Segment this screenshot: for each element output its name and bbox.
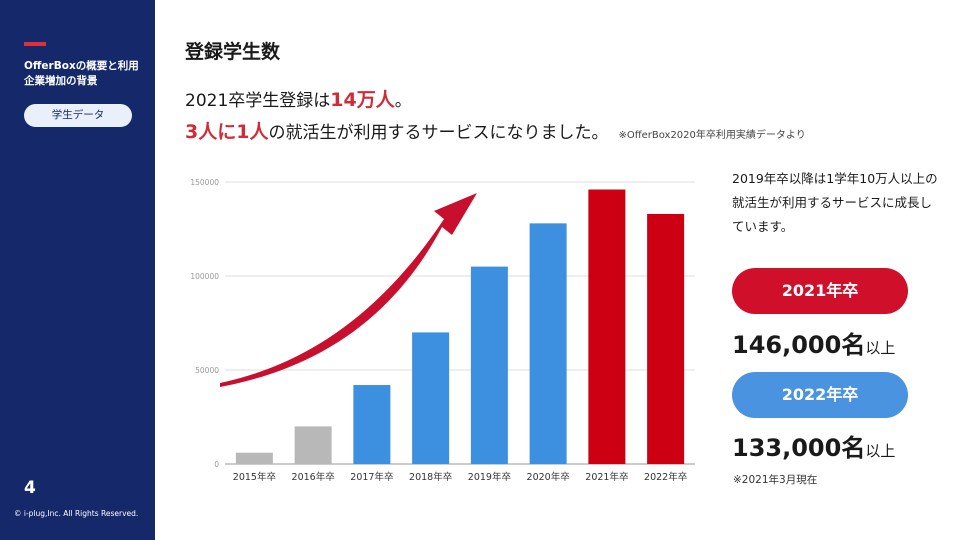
headline2-highlight: 3人に1人 (185, 121, 269, 143)
x-tick-label: 2019年卒 (468, 471, 511, 483)
x-tick-label: 2020年卒 (527, 471, 570, 483)
badge-2021: 2021年卒 (732, 268, 908, 314)
copyright: © i-plug,Inc. All Rights Reserved. (14, 509, 139, 518)
growth-description: 2019年卒以降は1学年10万人以上の就活生が利用するサービスに成長しています。 (732, 171, 938, 234)
growth-arrow-icon (220, 193, 477, 387)
bar (235, 452, 273, 464)
sidebar: OfferBoxの概要と利用企業増加の背景 学生データ 4 © i-plug,I… (0, 0, 155, 540)
bar (647, 213, 685, 464)
x-tick-label: 2022年卒 (644, 471, 687, 483)
bar (529, 223, 567, 464)
value-2022-unit: 以上 (865, 442, 896, 460)
x-tick-label: 2018年卒 (409, 471, 452, 483)
headline1-highlight: 14万人 (330, 89, 395, 111)
y-tick-label: 100000 (190, 272, 219, 281)
y-tick-label: 150000 (190, 178, 219, 187)
headline1-pre: 2021卒学生登録は (185, 91, 331, 111)
y-tick-label: 50000 (195, 366, 219, 375)
headline1-post: 。 (394, 91, 412, 111)
page-number: 4 (24, 478, 36, 498)
registration-bar-chart: 0 50000 100000 150000 2015年卒 2016年卒 2017年卒 2018… (190, 178, 695, 483)
bar (294, 426, 332, 464)
x-tick-label: 2016年卒 (292, 471, 335, 483)
headline-share: 3人に1人の就活生が利用するサービスになりました。 ※OfferBox2020年卒… (185, 117, 806, 144)
section-title: OfferBoxの概要と利用企業増加の背景 (24, 60, 139, 87)
bar (470, 266, 508, 464)
value-2022: 133,000名以上 (732, 428, 895, 463)
student-data-tab[interactable]: 学生データ (24, 104, 132, 127)
x-tick-label: 2015年卒 (233, 471, 276, 483)
headline2-note: ※OfferBox2020年卒利用実績データより (618, 130, 806, 141)
value-2021-unit: 以上 (865, 339, 896, 357)
sidebar-accent-bar (24, 42, 46, 46)
headline-registration: 2021卒学生登録は14万人。 (185, 85, 412, 112)
badge-2022: 2022年卒 (732, 372, 908, 418)
x-tick-label: 2017年卒 (350, 471, 393, 483)
value-2022-number: 133,000名 (732, 434, 866, 462)
y-tick-label: 0 (214, 460, 219, 469)
bar (588, 189, 626, 464)
value-2021-number: 146,000名 (732, 331, 866, 359)
bar (353, 385, 391, 464)
bar (412, 332, 450, 464)
x-tick-label: 2021年卒 (585, 471, 628, 483)
as-of-note: ※2021年3月現在 (733, 474, 818, 486)
value-2021: 146,000名以上 (732, 325, 895, 360)
page-title: 登録学生数 (185, 41, 281, 63)
headline2-mid: の就活生が利用するサービスになりました。 (268, 123, 609, 143)
